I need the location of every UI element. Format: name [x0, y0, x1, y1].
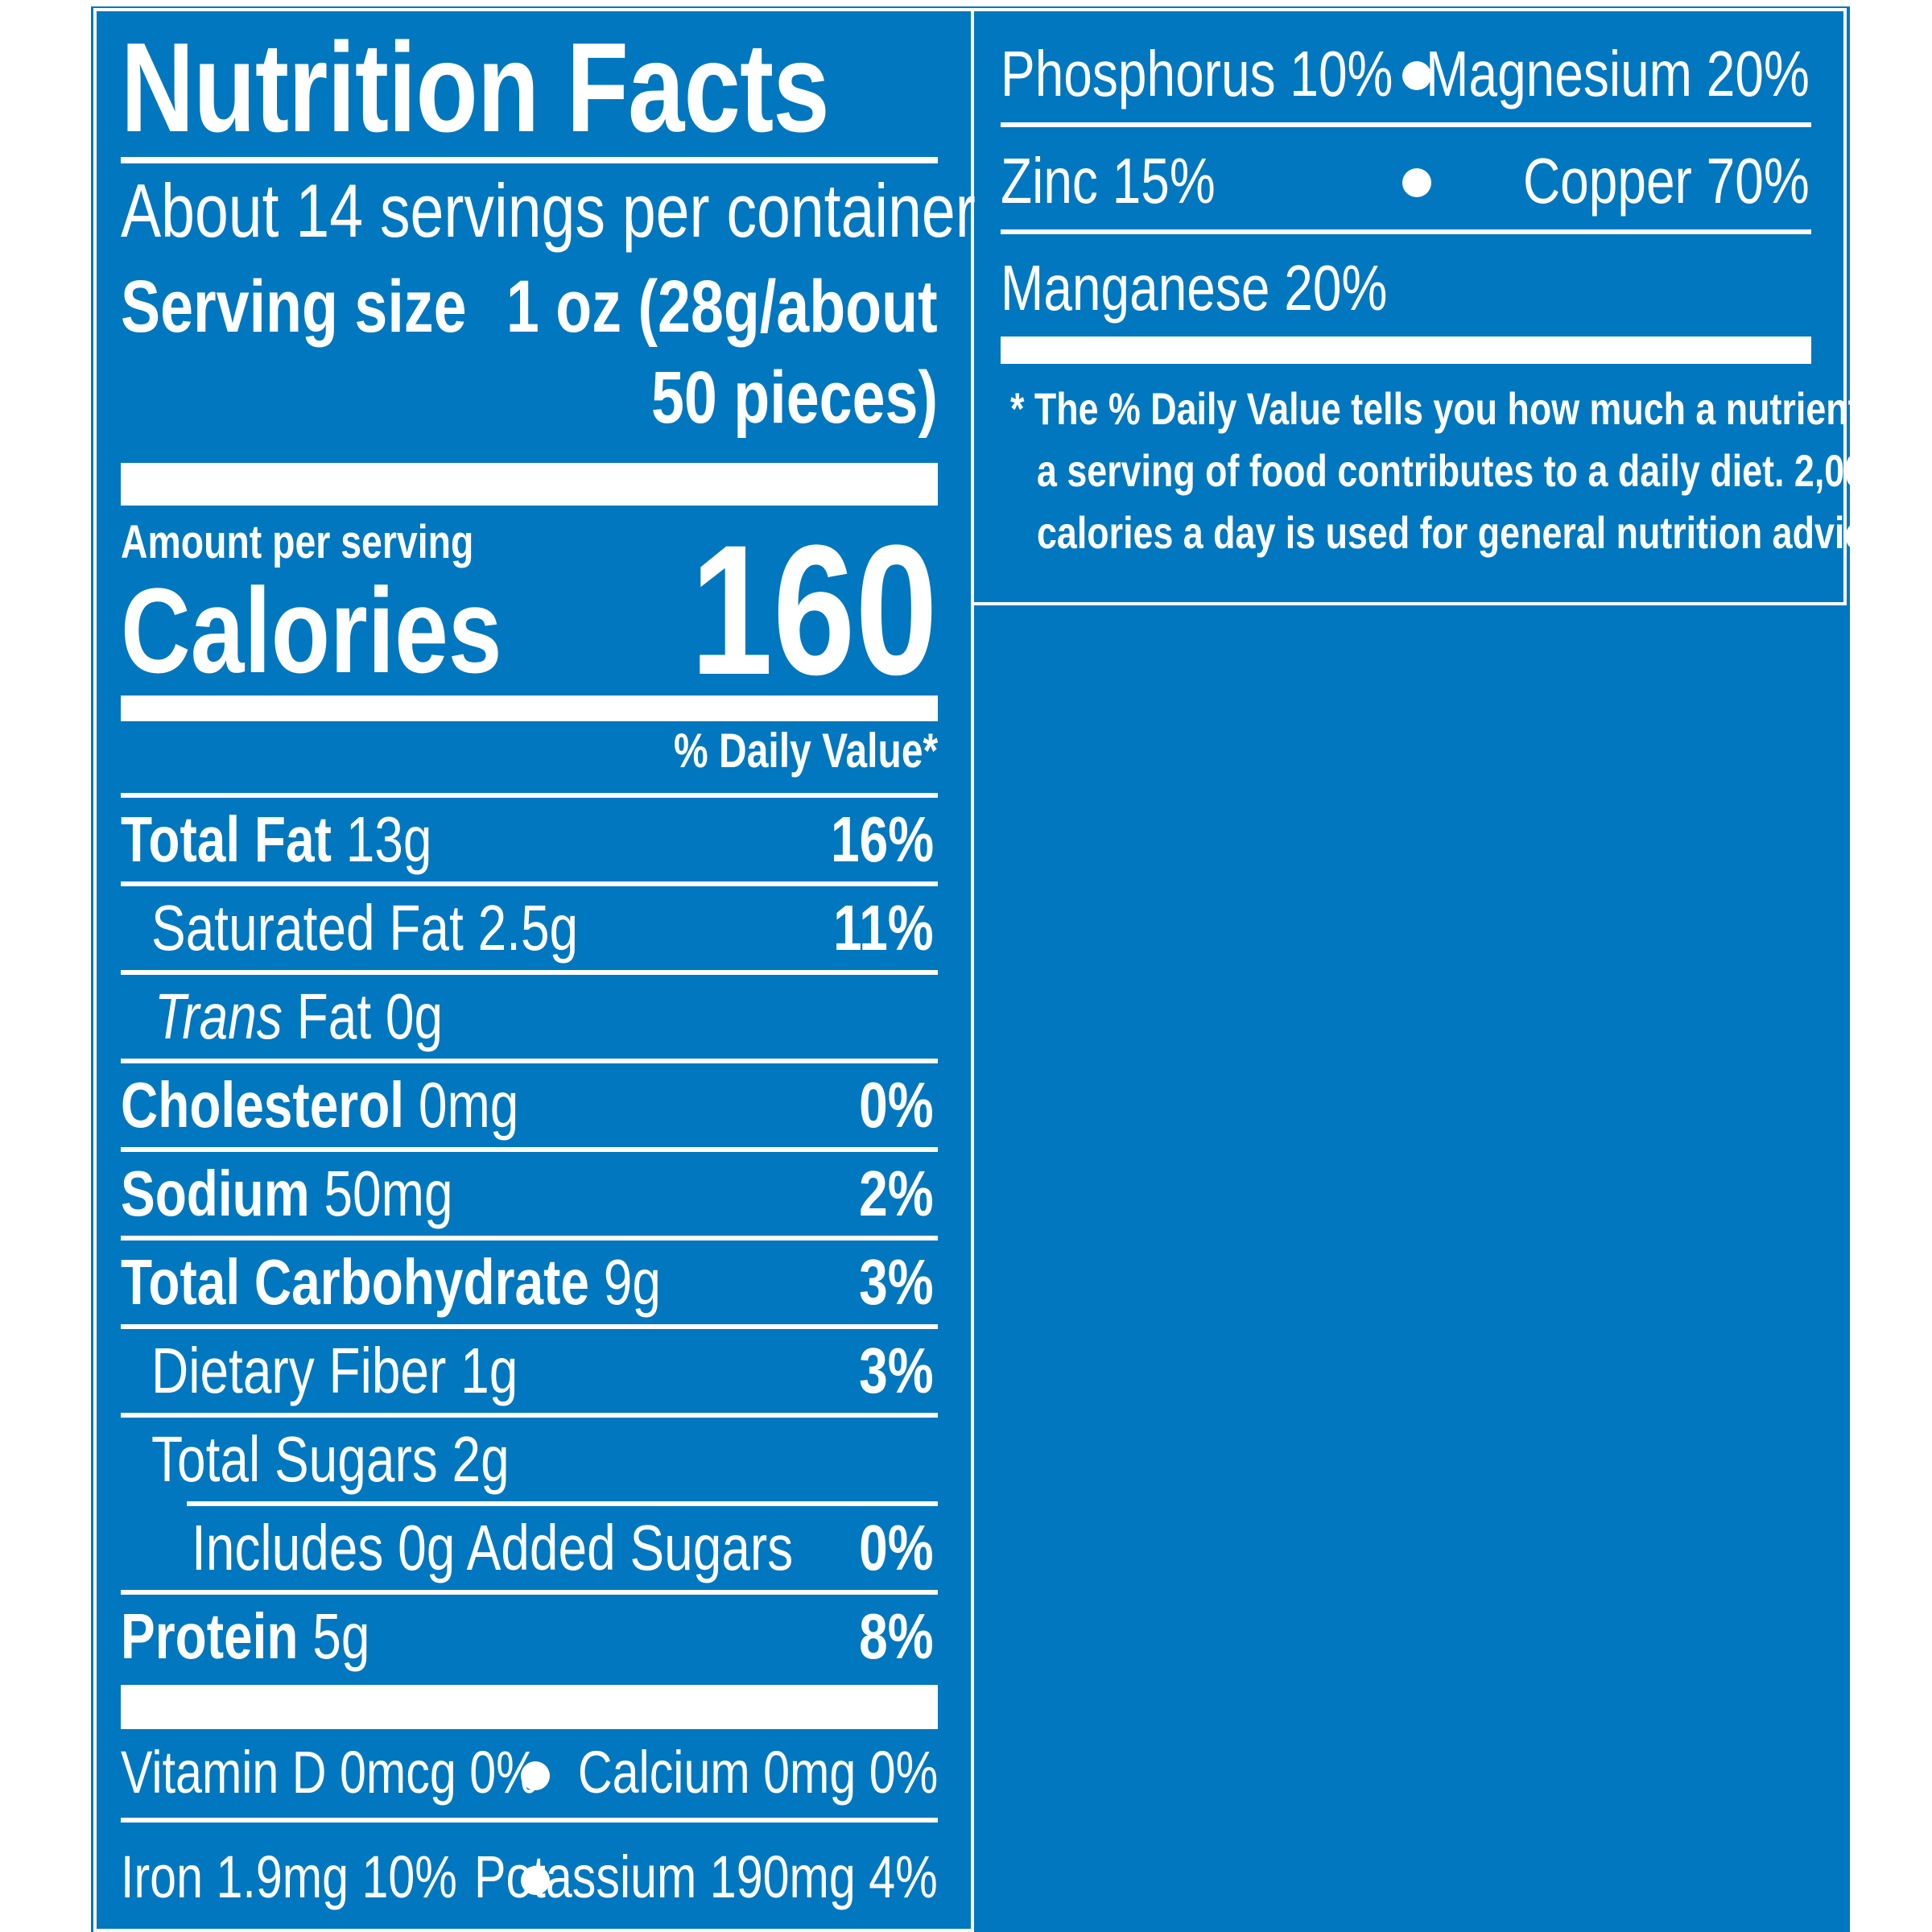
divider	[121, 1059, 938, 1063]
thick-divider	[1001, 336, 1811, 364]
added-sugars-row: Includes 0g Added Sugars	[192, 1512, 794, 1583]
divider	[187, 1501, 938, 1506]
divider	[121, 1147, 938, 1152]
divider	[121, 1324, 938, 1329]
amount-per-serving: Amount per serving	[121, 516, 474, 568]
divider	[121, 970, 938, 975]
total-carbohydrate-row: Total Carbohydrate 9g	[121, 1246, 661, 1318]
footnote-line-2: a serving of food contributes to a daily…	[1037, 445, 1885, 496]
divider	[121, 881, 938, 886]
divider	[121, 793, 938, 798]
serving-size-value: 1 oz (28g/about	[506, 266, 938, 348]
zinc: Zinc 15%	[1001, 145, 1216, 217]
divider	[1001, 229, 1811, 234]
bullet-dot	[521, 1866, 550, 1899]
copper: Copper 70%	[1523, 145, 1810, 217]
servings-per-container: About 14 servings per container	[121, 168, 976, 253]
sodium-dv: 2%	[859, 1158, 935, 1229]
vitamin-d: Vitamin D 0mcg 0%	[121, 1739, 539, 1806]
calories-value: 160	[691, 506, 938, 713]
bullet-dot	[521, 1761, 550, 1794]
saturated-fat-row: Saturated Fat 2.5g	[151, 892, 579, 964]
nutrition-facts-title: Nutrition Facts	[121, 17, 830, 159]
total-fat-row: Total Fat 13g	[121, 803, 432, 875]
calcium: Calcium 0mg 0%	[577, 1739, 938, 1806]
footnote-line-1: * The % Daily Value tells you how much a…	[1010, 383, 1902, 434]
trans-fat-row: Trans Fat 0g	[155, 980, 444, 1052]
sodium-row: Sodium 50mg	[121, 1158, 453, 1229]
phosphorus: Phosphorus 10%	[1001, 38, 1393, 109]
dietary-fiber-dv: 3%	[859, 1335, 935, 1406]
manganese: Manganese 20%	[1001, 252, 1388, 324]
cholesterol-dv: 0%	[859, 1069, 935, 1141]
serving-size-value-cont: 50 pieces)	[651, 357, 938, 439]
bullet-dot	[1402, 61, 1431, 94]
divider	[121, 157, 938, 163]
added-sugars-dv: 0%	[859, 1512, 935, 1583]
protein-dv: 8%	[859, 1600, 935, 1672]
daily-value-header: % Daily Value*	[673, 724, 938, 778]
calories-label: Calories	[121, 563, 502, 698]
serving-size-label: Serving size	[121, 266, 467, 348]
total-sugars-row: Total Sugars 2g	[151, 1423, 510, 1495]
nutrition-panel-right	[974, 8, 1847, 605]
medium-divider	[121, 696, 938, 721]
cholesterol-row: Cholesterol 0mg	[121, 1069, 519, 1141]
label-background	[91, 6, 1850, 1932]
total-fat-dv: 16%	[830, 803, 934, 875]
divider	[121, 1413, 938, 1418]
potassium: Potassium 190mg 4%	[474, 1843, 938, 1910]
iron: Iron 1.9mg 10%	[121, 1843, 457, 1910]
total-carbohydrate-dv: 3%	[859, 1246, 935, 1318]
bullet-dot	[1402, 168, 1431, 201]
saturated-fat-dv: 11%	[833, 892, 934, 964]
thick-divider	[121, 1685, 938, 1729]
thick-divider	[121, 463, 938, 506]
footnote-line-3: calories a day is used for general nutri…	[1037, 507, 1895, 558]
magnesium: Magnesium 20%	[1426, 38, 1810, 109]
divider	[1001, 122, 1811, 127]
nutrition-panel-left	[93, 8, 974, 1932]
divider	[121, 1236, 938, 1241]
protein-row: Protein 5g	[121, 1600, 370, 1672]
divider	[121, 1818, 938, 1823]
dietary-fiber-row: Dietary Fiber 1g	[151, 1335, 518, 1406]
divider	[121, 1590, 938, 1595]
